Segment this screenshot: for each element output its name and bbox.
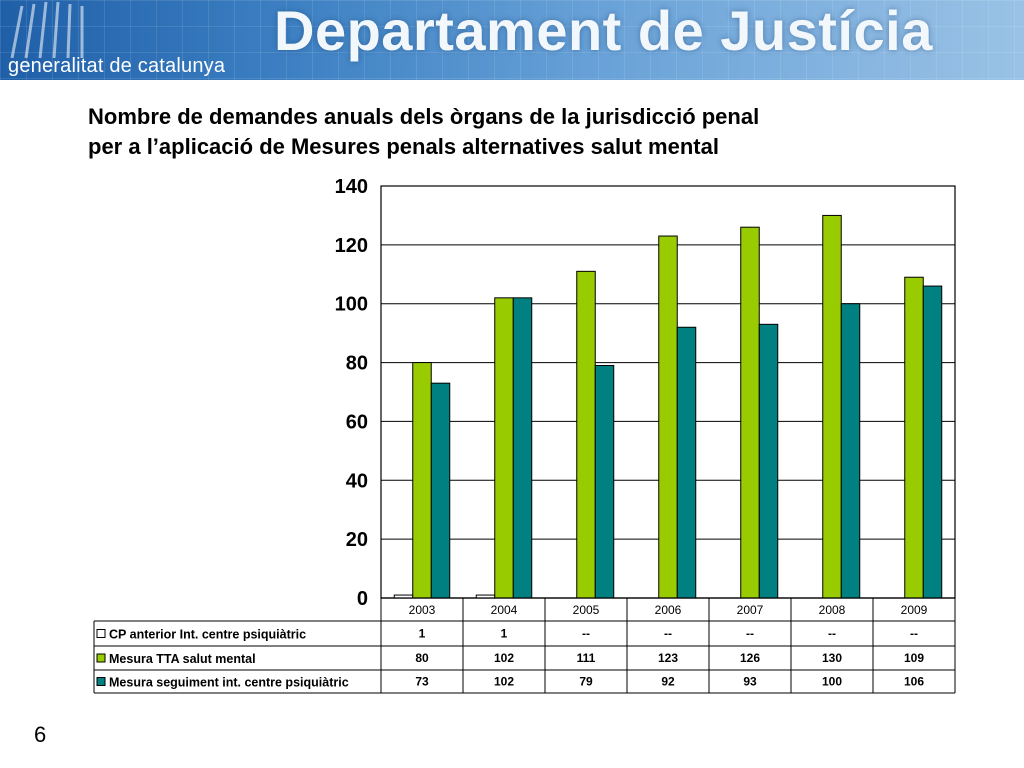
bar — [512, 297, 533, 599]
x-category-label: 2009 — [901, 603, 928, 617]
legend-label: Mesura TTA salut mental — [109, 652, 256, 666]
x-category-label: 2006 — [655, 603, 682, 617]
data-label: 102 — [494, 675, 514, 689]
bar — [576, 270, 596, 599]
data-label: 130 — [822, 651, 842, 665]
data-label: -- — [828, 627, 836, 641]
data-label: 1 — [419, 627, 426, 641]
data-label: -- — [910, 627, 918, 641]
bar — [822, 214, 842, 599]
y-tick-label: 80 — [346, 353, 368, 375]
bar — [676, 326, 697, 599]
legend-label: Mesura seguiment int. centre psiquiàtric — [109, 676, 349, 690]
data-label: 100 — [822, 675, 842, 689]
data-label: 93 — [743, 675, 757, 689]
header-banner: generalitat de catalunya Departament de … — [0, 0, 1024, 80]
bar — [658, 235, 678, 599]
x-category-label: 2007 — [737, 603, 764, 617]
data-label: -- — [746, 627, 754, 641]
bar — [840, 303, 861, 599]
department-name: Departament de Justícia — [274, 0, 933, 62]
organization-name: generalitat de catalunya — [8, 55, 226, 77]
x-category-label: 2004 — [491, 603, 518, 617]
chart-title: Nombre de demandes anuals dels òrgans de… — [88, 102, 928, 162]
bar — [740, 226, 760, 599]
y-tick-label: 20 — [346, 529, 368, 551]
bar — [904, 276, 924, 599]
data-label: 106 — [904, 675, 924, 689]
bar — [922, 285, 943, 599]
data-label: 123 — [658, 651, 678, 665]
bar — [412, 362, 432, 599]
legend-key — [96, 653, 106, 663]
y-tick-label: 40 — [346, 470, 368, 492]
chart-title-line-1: Nombre de demandes anuals dels òrgans de… — [88, 104, 760, 129]
data-label: 73 — [415, 675, 429, 689]
bar — [494, 297, 514, 599]
page-number: 6 — [34, 722, 47, 747]
y-tick-label: 120 — [335, 235, 368, 257]
chart-title-line-2: per a l’aplicació de Mesures penals alte… — [88, 134, 719, 159]
data-label: -- — [582, 627, 590, 641]
data-label: 109 — [904, 651, 924, 665]
bar — [594, 365, 615, 599]
x-category-label: 2003 — [409, 603, 436, 617]
data-label: 92 — [661, 675, 675, 689]
legend-label: CP anterior Int. centre psiquiàtric — [109, 628, 306, 642]
y-tick-label: 60 — [346, 411, 368, 433]
legend-key — [96, 629, 106, 638]
legend-key — [96, 677, 106, 686]
generalitat-emblem-icon — [10, 1, 84, 58]
y-tick-label: 140 — [335, 176, 368, 198]
data-label: 1 — [501, 627, 508, 641]
data-label: 79 — [579, 675, 593, 689]
bar — [430, 382, 451, 599]
y-tick-label: 0 — [357, 588, 368, 610]
data-label: 126 — [740, 651, 760, 665]
data-label: 111 — [577, 651, 596, 665]
bar — [758, 323, 779, 599]
data-label: 80 — [415, 651, 429, 665]
data-label: 102 — [494, 651, 514, 665]
x-category-label: 2005 — [573, 603, 600, 617]
y-tick-label: 100 — [335, 294, 368, 316]
banner-tile-pattern — [0, 0, 1024, 80]
data-label: -- — [664, 627, 672, 641]
x-category-label: 2008 — [819, 603, 846, 617]
